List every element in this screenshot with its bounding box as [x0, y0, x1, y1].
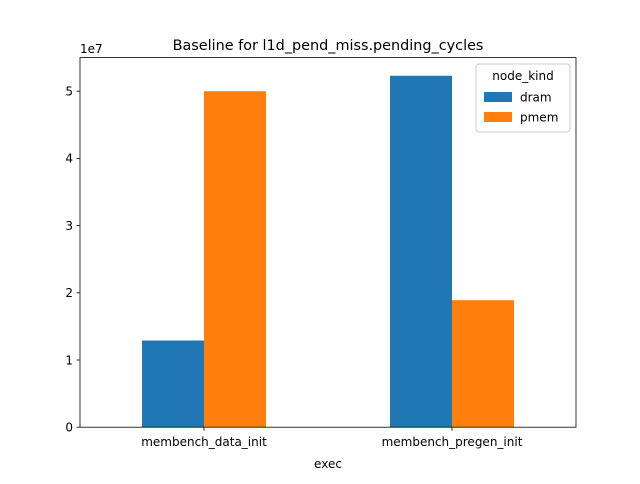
y-tick-label: 2 [65, 286, 73, 300]
x-axis-label: exec [314, 457, 342, 471]
y-tick-label: 5 [65, 85, 73, 99]
bars-group [142, 75, 514, 428]
y-tick-label: 0 [65, 421, 73, 435]
bar-dram-membench_pregen_init [390, 75, 452, 428]
bar-pmem-membench_data_init [204, 91, 266, 428]
legend-swatch-pmem [484, 112, 512, 122]
y-tick-label: 4 [65, 152, 73, 166]
plot-frame [79, 57, 577, 428]
legend-swatch-dram [484, 92, 512, 102]
y-axis-ticks: 0 1 2 3 4 5 [65, 85, 80, 435]
x-tick-label: membench_pregen_init [382, 435, 523, 449]
legend-label-dram: dram [520, 91, 552, 105]
bar-dram-membench_data_init [142, 340, 204, 428]
chart-title: Baseline for l1d_pend_miss.pending_cycle… [173, 38, 484, 54]
y-tick-label: 3 [65, 219, 73, 233]
legend-title: node_kind [492, 69, 553, 83]
legend-label-pmem: pmem [520, 111, 558, 125]
y-tick-label: 1 [65, 353, 73, 367]
y-axis-multiplier: 1e7 [80, 42, 103, 56]
bar-pmem-membench_pregen_init [452, 300, 514, 428]
x-axis-ticks: membench_data_init membench_pregen_init [141, 427, 523, 449]
x-tick-label: membench_data_init [141, 435, 267, 449]
